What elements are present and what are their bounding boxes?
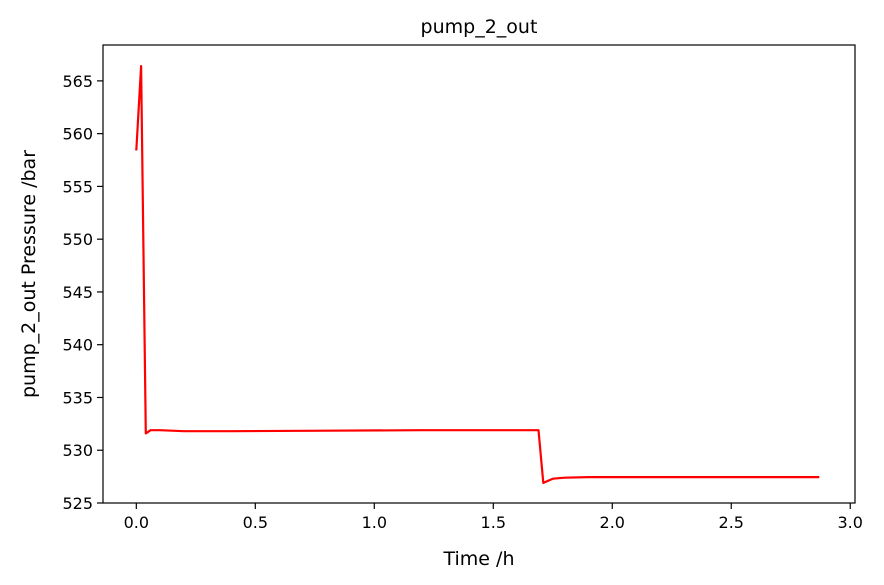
plot-frame bbox=[102, 44, 856, 504]
x-axis-ticks: 0.0 0.5 1.0 1.5 2.0 2.5 3.0 bbox=[124, 503, 863, 532]
chart-title: pump_2_out bbox=[421, 16, 538, 38]
y-tick-label: 555 bbox=[62, 177, 93, 196]
y-tick-label: 530 bbox=[62, 441, 93, 460]
y-axis-ticks: 525 530 535 540 545 550 555 560 565 bbox=[62, 72, 103, 513]
y-tick-label: 535 bbox=[62, 388, 93, 407]
x-tick-label: 1.0 bbox=[362, 513, 387, 532]
x-tick-label: 3.0 bbox=[838, 513, 863, 532]
y-tick-label: 540 bbox=[62, 336, 93, 355]
y-tick-label: 560 bbox=[62, 125, 93, 144]
x-axis-label: Time /h bbox=[443, 548, 515, 570]
y-tick-label: 545 bbox=[62, 283, 93, 302]
x-tick-label: 2.0 bbox=[600, 513, 625, 532]
x-tick-label: 1.5 bbox=[481, 513, 506, 532]
y-axis-label: pump_2_out Pressure /bar bbox=[18, 150, 40, 398]
series-line bbox=[135, 64, 820, 484]
y-tick-label: 525 bbox=[62, 494, 93, 513]
plot-area bbox=[135, 64, 820, 484]
x-tick-label: 2.5 bbox=[719, 513, 744, 532]
x-tick-label: 0.5 bbox=[243, 513, 268, 532]
y-tick-label: 565 bbox=[62, 72, 93, 91]
y-tick-label: 550 bbox=[62, 230, 93, 249]
x-tick-label: 0.0 bbox=[124, 513, 149, 532]
